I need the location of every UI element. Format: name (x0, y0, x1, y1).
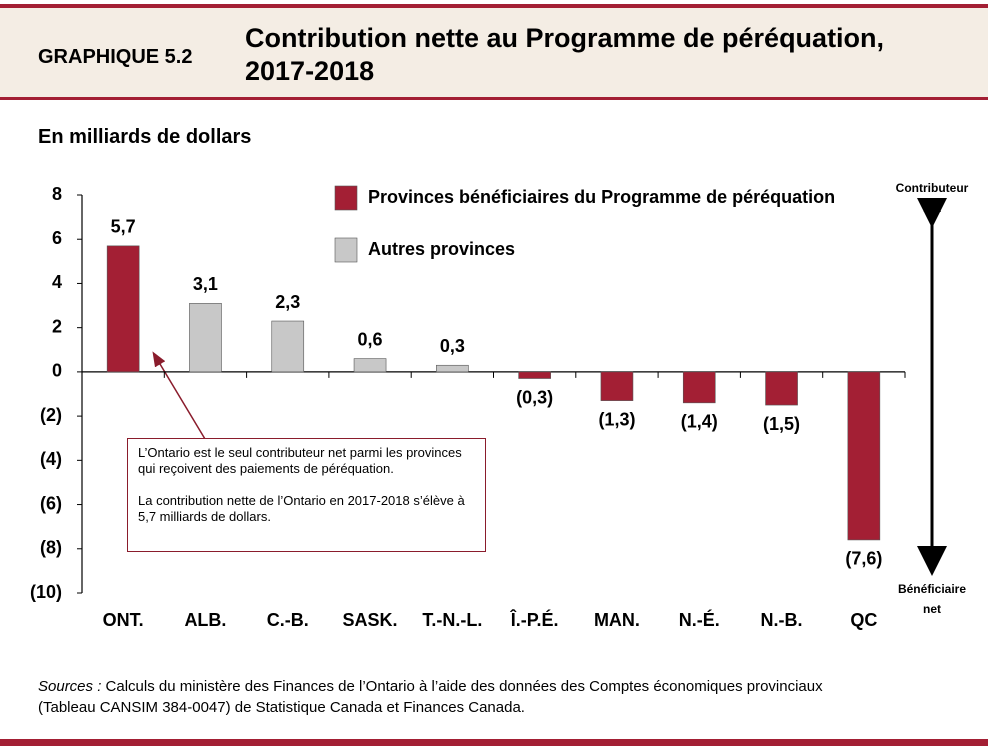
y-tick-label: 6 (52, 228, 62, 248)
source-text: Calculs du ministère des Finances de l’O… (38, 678, 823, 716)
x-tick-label: Î.-P.É. (510, 609, 559, 630)
bar (847, 371, 881, 541)
source-label: Sources : (38, 678, 102, 695)
bar (271, 320, 305, 373)
y-tick-label: (10) (30, 582, 62, 602)
bar (106, 245, 140, 373)
value-label: (1,3) (598, 409, 635, 429)
annotation: La contribution nette de l’Ontario en 20… (138, 493, 465, 524)
y-tick-label: 0 (52, 361, 62, 381)
y-tick-label: 2 (52, 316, 62, 336)
arrow-label: Contributeur net (896, 181, 969, 215)
bar (436, 364, 469, 373)
x-tick-label: N.-B. (761, 610, 803, 630)
legend-swatch (334, 185, 358, 211)
x-tick-label: T.-N.-L. (422, 610, 482, 630)
value-label: (0,3) (516, 387, 553, 407)
arrow-label: Bénéficiaire net (898, 582, 966, 616)
header: GRAPHIQUE 5.2 Contribution nette au Prog… (0, 4, 988, 100)
legend-label: Provinces bénéficiaires du Programme de … (368, 187, 835, 207)
y-tick-label: (2) (40, 405, 62, 425)
chart-number: GRAPHIQUE 5.2 (38, 46, 193, 68)
x-tick-label: MAN. (594, 610, 640, 630)
x-tick-label: C.-B. (267, 610, 309, 630)
y-tick-label: (6) (40, 493, 62, 513)
chart: 8 6 4 2 0 (2) (4) (6) (8) (10) ONT. ALB. C.-B. SASK. T… (30, 181, 969, 630)
bar (518, 371, 551, 379)
x-tick-label: ONT. (103, 610, 144, 630)
y-tick-label: (4) (40, 449, 62, 469)
x-tick-label: QC (850, 610, 877, 630)
annotation: L’Ontario est le seul contributeur net p… (138, 445, 462, 476)
y-tick-label: (8) (40, 538, 62, 558)
annotation-pointer (152, 351, 206, 440)
x-tick-label: ALB. (184, 610, 226, 630)
value-label: 2,3 (275, 292, 300, 312)
value-label: 0,6 (358, 329, 383, 349)
value-label: (7,6) (845, 549, 882, 569)
bar (353, 358, 387, 373)
footer-bar (0, 739, 988, 746)
value-label: 5,7 (111, 217, 136, 237)
source: Sources : Calculs du ministère des Finan… (38, 676, 868, 718)
legend-swatch (334, 237, 358, 263)
chart-title: Contribution nette au Programme de péréq… (245, 23, 885, 86)
bar (682, 371, 716, 404)
y-tick-label: 8 (52, 184, 62, 204)
value-label: (1,4) (681, 412, 718, 432)
y-axis-label: En milliards de dollars (38, 126, 252, 148)
value-label: (1,5) (763, 414, 800, 434)
bar (189, 303, 222, 373)
legend-label: Autres provinces (368, 239, 515, 259)
x-tick-label: SASK. (343, 610, 398, 630)
y-tick-label: 4 (52, 272, 62, 292)
bar (600, 371, 634, 401)
bar (765, 371, 798, 406)
annotation-box: L’Ontario est le seul contributeur net p… (127, 438, 486, 552)
value-label: 0,3 (440, 336, 465, 356)
value-label: 3,1 (193, 274, 218, 294)
x-tick-label: N.-É. (679, 609, 720, 630)
